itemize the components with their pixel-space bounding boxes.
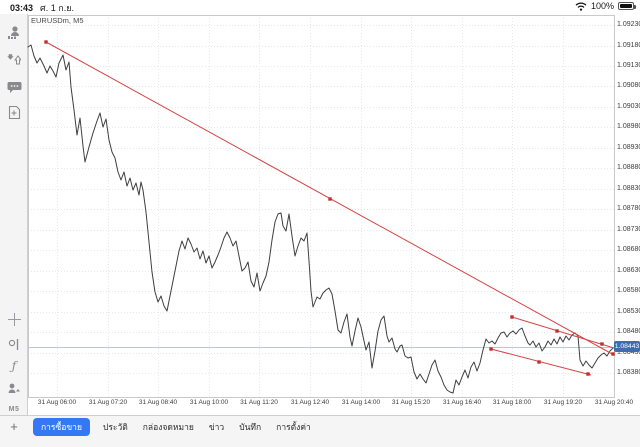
trendline-anchor[interactable] [44,40,48,44]
time-tick-label: 31 Aug 11:20 [240,399,278,406]
time-tick-label: 31 Aug 10:00 [189,399,229,406]
trade-arrows-icon[interactable] [0,50,28,70]
price-tick-label: 1.08680 [617,246,640,253]
price-tick-label: 1.08830 [617,185,640,192]
battery-icon [618,2,636,10]
price-tick-label: 1.08780 [617,205,640,212]
price-line [27,44,614,394]
tab-settings[interactable]: การตั้งค่า [276,422,311,432]
add-chart-button[interactable]: + [10,419,18,434]
price-tick-label: 1.09080 [617,82,640,89]
descending-trendline-upper[interactable] [511,316,615,349]
price-tick-label: 1.08930 [617,144,640,151]
price-tick-label: 1.08980 [617,123,640,130]
trendline-anchor[interactable] [600,342,604,346]
price-tick-label: 1.08430 [617,349,640,356]
time-tick-label: 31 Aug 12:40 [290,399,330,406]
battery-percent: 100% [590,1,614,11]
trendline-anchor[interactable] [611,352,615,356]
status-bar: 03:43 ศ. 1 ก.ย. 100% [0,0,640,14]
chart-symbol-label: EURUSDm, M5 [31,16,84,25]
price-tick-label: 1.09230 [617,21,640,28]
price-tick-label: 1.08730 [617,226,640,233]
left-toolbar: ƒ M5 [0,14,28,415]
trendline-anchor[interactable] [555,329,559,333]
wifi-icon [575,2,587,11]
crosshair-icon[interactable] [0,309,28,329]
status-date: ศ. 1 ก.ย. [40,3,74,13]
price-tick-label: 1.09030 [617,103,640,110]
price-tick-label: 1.08380 [617,369,640,376]
tab-news[interactable]: ข่าว [208,422,225,432]
price-tick-label: 1.08530 [617,308,640,315]
price-tick-label: 1.08580 [617,287,640,294]
price-tick-label: 1.09130 [617,62,640,69]
account-icon[interactable] [0,22,28,42]
clock: 03:43 [10,3,34,13]
time-tick-label: 31 Aug 06:00 [37,399,77,406]
tab-mailbox[interactable]: กล่องจดหมาย [142,422,194,432]
objects-icon[interactable] [0,334,28,354]
time-tick-label: 31 Aug 15:20 [391,399,431,406]
chat-icon[interactable] [0,77,28,97]
trendline-anchor[interactable] [586,372,590,376]
price-tick-label: 1.09180 [617,42,640,49]
current-price-badge: 1.08443 [614,341,640,352]
time-tick-label: 31 Aug 08:40 [138,399,178,406]
bottom-tab-bar: + การซื้อขาย ประวัติ กล่องจดหมาย ข่าว บั… [0,415,640,447]
tab-history[interactable]: ประวัติ [102,422,128,432]
time-tick-label: 31 Aug 20:40 [594,399,634,406]
tab-trade[interactable]: การซื้อขาย [33,418,90,436]
time-tick-label: 31 Aug 14:00 [341,399,381,406]
trendline-anchor[interactable] [489,347,493,351]
new-order-icon[interactable] [0,102,28,122]
indicators-icon[interactable]: ƒ [11,359,17,373]
price-tick-label: 1.08880 [617,164,640,171]
tab-journal[interactable]: บันทึก [239,422,262,432]
time-tick-label: 31 Aug 19:20 [543,399,583,406]
time-tick-label: 31 Aug 18:00 [492,399,532,406]
trendline-anchor[interactable] [510,315,514,319]
time-tick-label: 31 Aug 16:40 [442,399,482,406]
time-tick-label: 31 Aug 07:20 [88,399,128,406]
price-tick-label: 1.08630 [617,267,640,274]
descending-trendline-lower[interactable] [490,348,592,376]
price-tick-label: 1.08480 [617,328,640,335]
chart-border [28,15,615,398]
timeframe-button[interactable]: M5 [8,405,20,413]
traders-icon[interactable] [0,378,28,398]
trendline-anchor[interactable] [328,197,332,201]
trendline-anchor[interactable] [537,360,541,364]
